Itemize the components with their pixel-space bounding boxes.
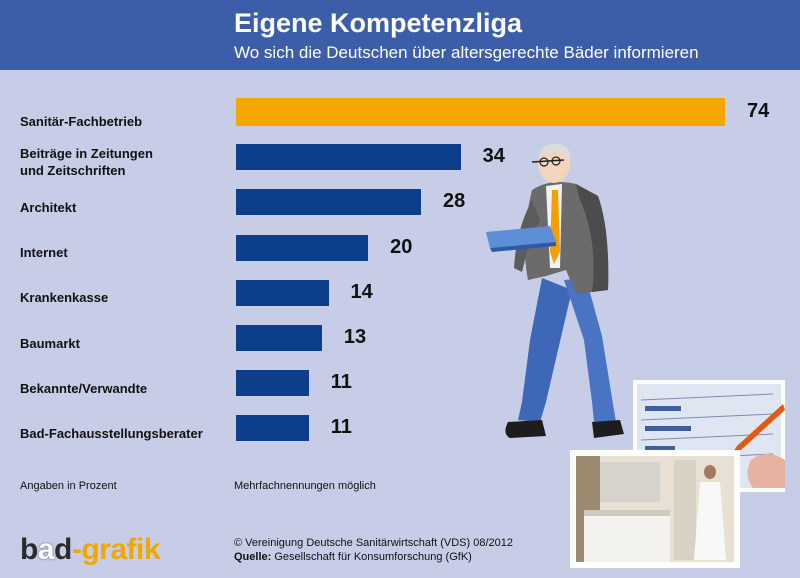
value-label: 28 (443, 190, 466, 213)
category-label: Bekannte/Verwandte (20, 380, 148, 396)
logo-part-4: -grafik (71, 533, 161, 566)
logo-part-1: b (20, 533, 38, 566)
source-label: Quelle: (234, 551, 272, 563)
logo-part-3: d (54, 533, 72, 566)
value-label: 14 (350, 280, 373, 303)
multiple-answers-note: Mehrfachnennungen möglich (234, 480, 376, 492)
bar (236, 144, 461, 171)
copyright-text: © Vereinigung Deutsche Sanitärwirtschaft… (234, 537, 513, 549)
category-label: Bad-Fachausstellungsberater (20, 425, 203, 441)
category-label: Sanitär-Fachbetrieb (20, 114, 143, 129)
source-value: Gesellschaft für Konsumforschung (GfK) (271, 551, 472, 563)
elderly-man-illustration (486, 143, 624, 438)
category-label: Beiträge in Zeitungen und Zeitschriften (20, 146, 153, 179)
bar (236, 189, 422, 216)
logo: bad-grafik (20, 533, 161, 567)
value-label: 74 (747, 100, 770, 122)
chart-subtitle: Wo sich die Deutschen über altersgerecht… (234, 43, 699, 62)
unit-note: Angaben in Prozent (20, 480, 117, 492)
value-label: 11 (330, 416, 352, 439)
bar (236, 98, 725, 126)
category-label: Architekt (20, 199, 77, 215)
bar (236, 234, 369, 261)
bar (236, 325, 322, 351)
value-label: 20 (390, 235, 413, 258)
bar (236, 279, 329, 306)
category-label: Krankenkasse (20, 290, 109, 306)
bar (236, 370, 309, 397)
source-text: Quelle: Gesellschaft für Konsumforschung… (234, 551, 472, 563)
chart-title: Eigene Kompetenzliga (234, 8, 523, 38)
value-label: 34 (482, 145, 505, 168)
value-label: 13 (343, 326, 367, 348)
bathroom-photo (570, 450, 740, 568)
category-label: Internet (20, 245, 68, 261)
header-band: Eigene Kompetenzliga Wo sich die Deutsch… (0, 0, 800, 70)
value-label: 11 (330, 371, 352, 394)
category-label: Baumarkt (20, 335, 80, 351)
bar (236, 415, 309, 442)
logo-part-2: a (37, 533, 55, 566)
